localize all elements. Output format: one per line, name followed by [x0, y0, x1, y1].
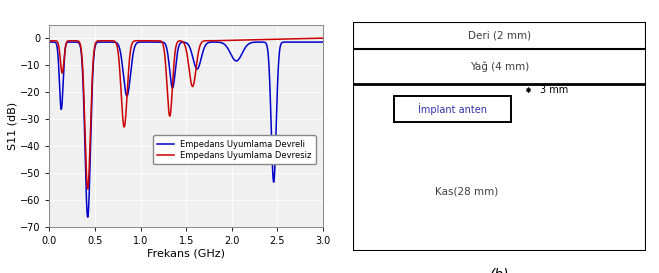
Empedans Uyumlama Devresiz [84, 187, 92, 191]
Text: Kas(28 mm): Kas(28 mm) [435, 186, 498, 197]
Line: Empedans Uyumlama Devresiz: Empedans Uyumlama Devresiz [49, 38, 323, 189]
Text: Yağ (4 mm): Yağ (4 mm) [470, 61, 529, 72]
Empedans Uyumlama Devreli [45, 40, 53, 44]
Legend: Empedans Uyumlama Devreli, Empedans Uyumlama Devresiz: Empedans Uyumlama Devreli, Empedans Uyum… [153, 135, 316, 164]
Empedans Uyumlama Devresiz [96, 39, 103, 42]
Empedans Uyumlama Devreli [210, 40, 217, 44]
Text: (b): (b) [490, 267, 509, 273]
Empedans Uyumlama Devreli [250, 41, 258, 44]
Empedans Uyumlama Devreli [223, 46, 231, 49]
Empedans Uyumlama Devreli [84, 215, 92, 219]
Bar [393, 96, 511, 121]
Text: İmplant anten: İmplant anten [418, 103, 487, 115]
Empedans Uyumlama Devresiz [250, 38, 258, 41]
Empedans Uyumlama Devresiz [270, 38, 278, 41]
Empedans Uyumlama Devreli [319, 40, 327, 44]
X-axis label: Frekans (GHz): Frekans (GHz) [147, 248, 225, 259]
Empedans Uyumlama Devresiz [150, 39, 158, 42]
Empedans Uyumlama Devreli [150, 40, 158, 44]
Empedans Uyumlama Devreli [270, 176, 278, 179]
Empedans Uyumlama Devresiz [45, 39, 53, 42]
Empedans Uyumlama Devresiz [223, 39, 231, 42]
Line: Empedans Uyumlama Devreli: Empedans Uyumlama Devreli [49, 42, 323, 217]
Text: 3 mm: 3 mm [540, 85, 569, 95]
Y-axis label: S11 (dB): S11 (dB) [7, 102, 17, 150]
Empedans Uyumlama Devresiz [319, 37, 327, 40]
Empedans Uyumlama Devresiz [210, 39, 217, 42]
Text: Deri (2 mm): Deri (2 mm) [468, 31, 530, 41]
Empedans Uyumlama Devreli [96, 40, 103, 44]
Empedans Uyumlama Devreli [293, 40, 301, 44]
